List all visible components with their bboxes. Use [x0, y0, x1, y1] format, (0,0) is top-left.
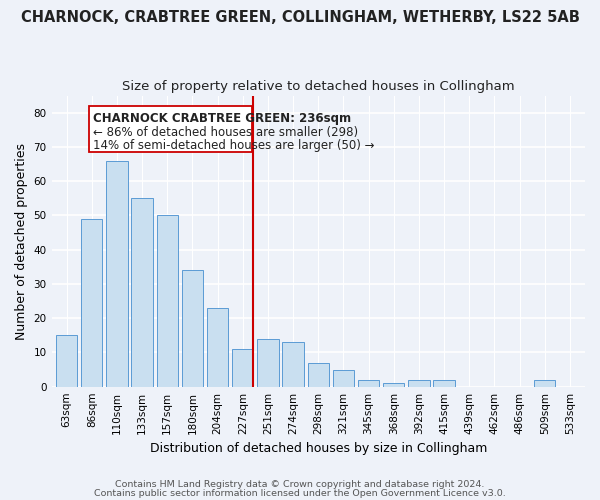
Bar [433, 380, 455, 386]
Bar [408, 380, 430, 386]
Text: Contains HM Land Registry data © Crown copyright and database right 2024.: Contains HM Land Registry data © Crown c… [115, 480, 485, 489]
Bar [131, 198, 153, 386]
Text: 14% of semi-detached houses are larger (50) →: 14% of semi-detached houses are larger (… [93, 140, 374, 152]
Y-axis label: Number of detached properties: Number of detached properties [15, 142, 28, 340]
X-axis label: Distribution of detached houses by size in Collingham: Distribution of detached houses by size … [149, 442, 487, 455]
Text: CHARNOCK CRABTREE GREEN: 236sqm: CHARNOCK CRABTREE GREEN: 236sqm [93, 112, 351, 125]
Bar [308, 362, 329, 386]
Bar [232, 349, 253, 387]
Bar [182, 270, 203, 386]
Bar [283, 342, 304, 386]
FancyBboxPatch shape [89, 106, 251, 152]
Bar [358, 380, 379, 386]
Bar [81, 219, 103, 386]
Bar [333, 370, 354, 386]
Text: ← 86% of detached houses are smaller (298): ← 86% of detached houses are smaller (29… [93, 126, 358, 138]
Bar [56, 336, 77, 386]
Bar [257, 338, 278, 386]
Bar [383, 384, 404, 386]
Title: Size of property relative to detached houses in Collingham: Size of property relative to detached ho… [122, 80, 515, 93]
Bar [534, 380, 556, 386]
Bar [157, 216, 178, 386]
Bar [207, 308, 229, 386]
Text: Contains public sector information licensed under the Open Government Licence v3: Contains public sector information licen… [94, 489, 506, 498]
Text: CHARNOCK, CRABTREE GREEN, COLLINGHAM, WETHERBY, LS22 5AB: CHARNOCK, CRABTREE GREEN, COLLINGHAM, WE… [20, 10, 580, 25]
Bar [106, 160, 128, 386]
